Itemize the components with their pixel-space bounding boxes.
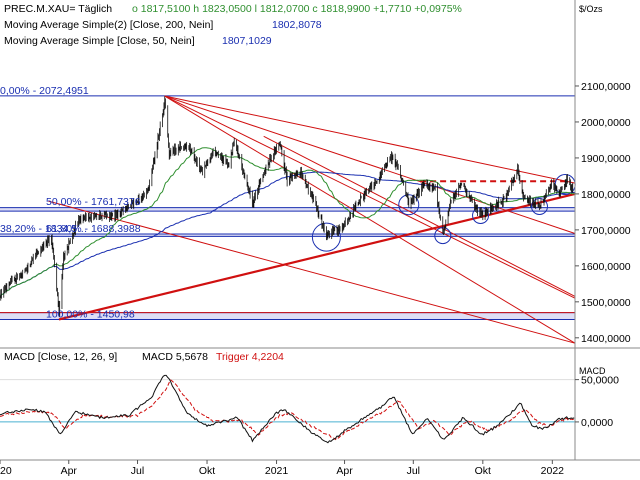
macd-tick-label: 50,0000	[581, 375, 619, 387]
trend-line	[164, 95, 576, 184]
price-tick-label: 1600,0000	[581, 261, 631, 273]
trend-line	[164, 95, 576, 344]
trend-line	[164, 95, 576, 234]
trigger-value: Trigger 4,2204	[216, 351, 284, 363]
x-tick-label: Jul	[131, 465, 144, 477]
fib-label: 38,20% - 1834,5…	[0, 223, 88, 235]
fib-band	[0, 312, 575, 320]
trigger-line	[0, 379, 575, 441]
x-tick-label: Apr	[61, 465, 78, 477]
ma50-label: Moving Average Simple [Close, 50, Nein]	[4, 35, 195, 47]
pattern-circle	[398, 194, 420, 216]
macd-label: MACD [Close, 12, 26, 9]	[4, 351, 117, 363]
x-tick-label: 2020	[0, 465, 12, 477]
macd-panel	[0, 374, 575, 444]
x-tick-label: Apr	[336, 465, 353, 477]
ma50-value: 1807,1029	[222, 35, 272, 47]
price-tick-label: 2000,0000	[581, 117, 631, 129]
ma200-label: Moving Average Simple(2) [Close, 200, Ne…	[4, 19, 213, 31]
fib-label: 61,80% - 1688,3988	[46, 223, 141, 235]
symbol-line: PREC.M.XAU= Täglich	[4, 3, 112, 15]
x-tick-label: Okt	[199, 465, 215, 477]
x-tick-label: 2021	[265, 465, 289, 477]
pattern-circle	[530, 197, 548, 215]
fib-label: 50,00% - 1761,7376	[46, 196, 141, 208]
price-tick-label: 1800,0000	[581, 189, 631, 201]
trend-line	[48, 200, 576, 344]
price-header: PREC.M.XAU= Täglich o 1817,5100 h 1823,0…	[4, 3, 603, 47]
pattern-circle	[472, 206, 490, 224]
x-tick-label: Jul	[407, 465, 420, 477]
fib-band	[0, 207, 575, 212]
trend-line	[164, 95, 576, 299]
price-tick-label: 1500,0000	[581, 297, 631, 309]
x-tick-label: Okt	[475, 465, 491, 477]
price-tick-label: 1400,0000	[581, 333, 631, 345]
fib-label: 100,00% - 1450,98	[46, 308, 135, 320]
x-tick-label: 2022	[541, 465, 565, 477]
pattern-circle	[311, 222, 341, 252]
macd-line	[0, 374, 575, 444]
macd-tick-label: 0,0000	[581, 417, 613, 429]
fib-band	[0, 234, 575, 237]
ohlc-line: o 1817,5100 h 1823,0500 l 1812,0700 c 18…	[132, 3, 462, 15]
price-tick-label: 1900,0000	[581, 153, 631, 165]
macd-unit: MACD	[579, 366, 606, 376]
price-unit: $/Ozs	[579, 4, 603, 14]
fib-label: 0,00% - 2072,4951	[0, 85, 89, 97]
macd-value: MACD 5,5678	[142, 351, 208, 363]
ma200-value: 1802,8078	[272, 19, 322, 31]
macd-header: MACD [Close, 12, 26, 9] MACD 5,5678 Trig…	[4, 351, 606, 376]
price-tick-label: 2100,0000	[581, 81, 631, 93]
price-tick-label: 1700,0000	[581, 225, 631, 237]
trend-line	[263, 135, 576, 297]
price-panel: 0,00% - 2072,4951 50,00% - 1761,7376 61,80…	[0, 85, 576, 344]
